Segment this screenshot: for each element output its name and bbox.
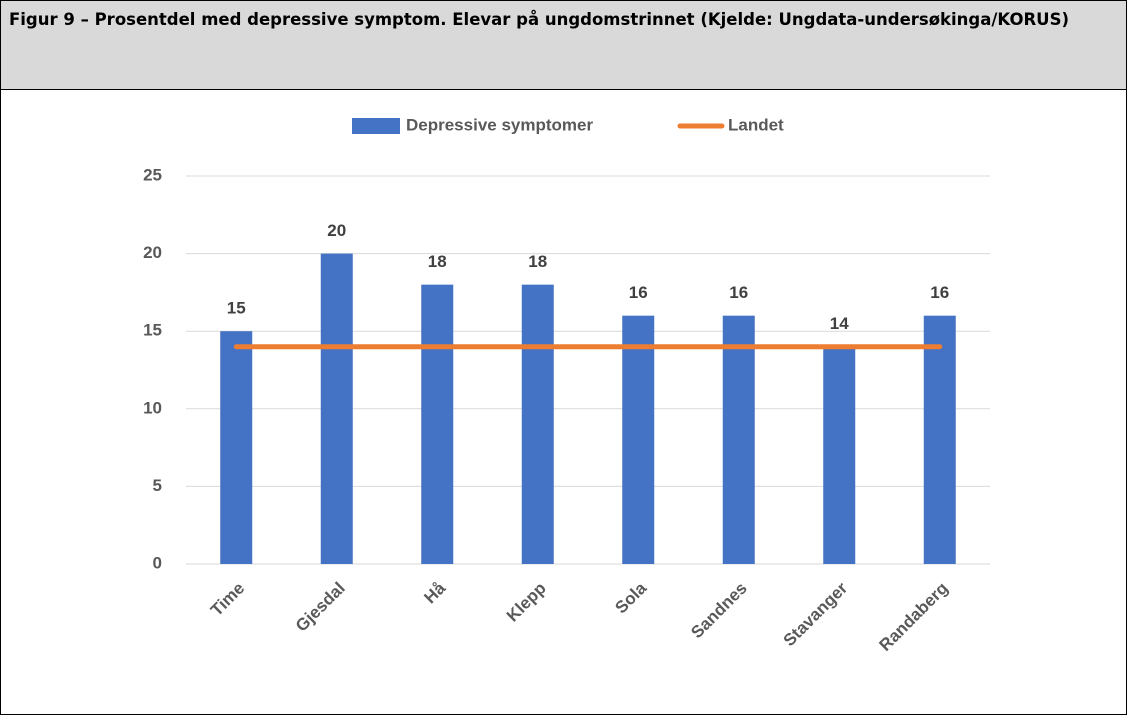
y-tick-label: 20 <box>143 243 162 262</box>
chart-title: Figur 9 – Prosentdel med depressive symp… <box>9 10 1069 29</box>
data-label: 18 <box>528 252 547 271</box>
bar <box>722 315 755 564</box>
bar <box>320 253 353 564</box>
bar <box>823 346 856 564</box>
data-label: 14 <box>830 314 849 333</box>
x-tick-label: Time <box>207 579 248 620</box>
bar <box>521 284 554 564</box>
data-label: 16 <box>930 283 949 302</box>
legend-swatch <box>352 118 400 134</box>
y-tick-label: 10 <box>143 398 162 417</box>
legend-label: Landet <box>728 115 784 134</box>
y-tick-label: 15 <box>143 321 162 340</box>
bar <box>622 315 655 564</box>
x-tick-label: Sola <box>611 578 650 617</box>
x-tick-label: Randaberg <box>876 579 952 655</box>
legend-label: Depressive symptomer <box>406 115 593 134</box>
x-tick-label: Hå <box>420 578 449 607</box>
y-tick-label: 25 <box>143 165 162 184</box>
x-tick-label: Klepp <box>503 579 550 626</box>
bar <box>220 331 253 564</box>
figure-header: Figur 9 – Prosentdel med depressive symp… <box>1 1 1126 90</box>
data-label: 20 <box>327 221 346 240</box>
bar <box>421 284 454 564</box>
y-tick-label: 0 <box>153 553 162 572</box>
data-label: 15 <box>227 299 246 318</box>
data-label: 16 <box>729 283 748 302</box>
y-tick-label: 5 <box>153 476 162 495</box>
data-label: 18 <box>428 252 447 271</box>
data-label: 16 <box>629 283 648 302</box>
x-tick-label: Stavanger <box>780 578 852 650</box>
x-tick-label: Sandnes <box>687 579 751 643</box>
bar <box>923 315 956 564</box>
x-tick-label: Gjesdal <box>292 579 349 636</box>
